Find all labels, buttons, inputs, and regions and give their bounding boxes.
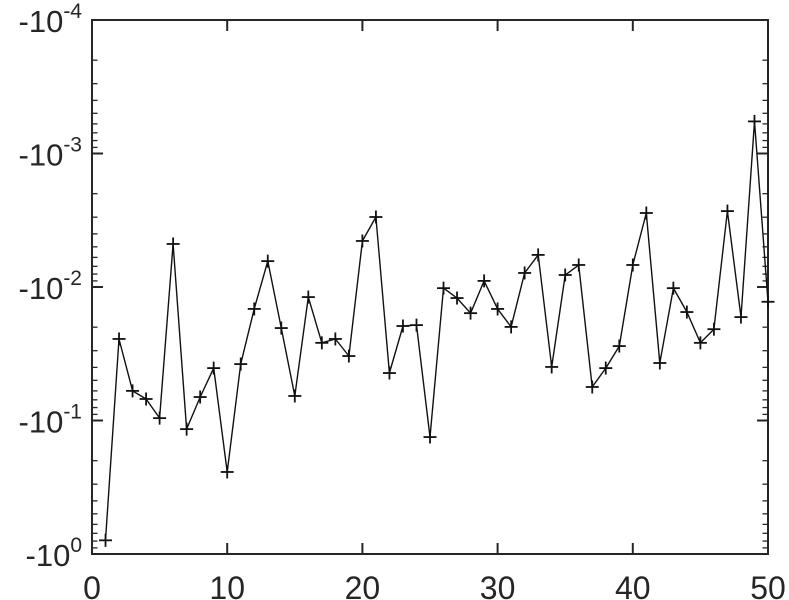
data-line — [104, 120, 769, 541]
plot-border — [91, 19, 769, 555]
y-tick-label: -10-4 — [19, 0, 83, 39]
y-tick-label: -10-1 — [19, 401, 83, 440]
x-tick-label: 50 — [750, 570, 786, 600]
x-tick-label: 30 — [480, 570, 516, 600]
x-tick-label: 0 — [83, 570, 101, 600]
x-tick-label: 10 — [209, 570, 245, 600]
x-tick-label: 20 — [345, 570, 381, 600]
x-tick-label: 40 — [615, 570, 651, 600]
y-tick-label: -100 — [26, 534, 83, 573]
y-tick-label: -10-3 — [19, 134, 83, 173]
y-tick-label: -10-2 — [19, 267, 83, 306]
